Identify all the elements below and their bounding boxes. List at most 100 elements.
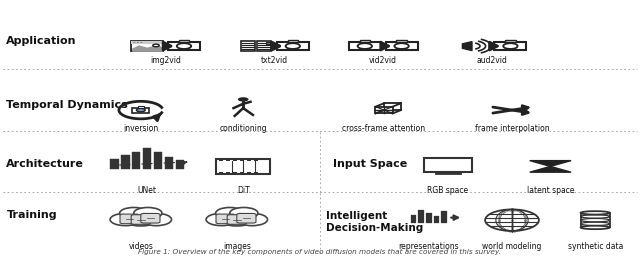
Polygon shape	[463, 42, 472, 51]
Bar	[241, 41, 255, 51]
Circle shape	[120, 207, 148, 219]
Text: vid2vid: vid2vid	[369, 56, 397, 65]
Text: Figure 1: Overview of the key components of video diffusion models that are cove: Figure 1: Overview of the key components…	[138, 249, 502, 255]
Bar	[254, 159, 259, 161]
Text: Architecture: Architecture	[6, 159, 84, 169]
Text: Temporal Dynamics: Temporal Dynamics	[6, 100, 128, 110]
Bar	[220, 172, 223, 174]
Ellipse shape	[580, 226, 610, 229]
Bar	[360, 40, 370, 42]
Bar	[216, 159, 270, 174]
Bar	[287, 40, 298, 42]
Bar	[111, 159, 119, 169]
Bar	[266, 42, 271, 44]
FancyBboxPatch shape	[277, 42, 309, 50]
Bar	[411, 215, 417, 223]
Bar	[138, 106, 144, 108]
Text: conditioning: conditioning	[220, 124, 267, 133]
Bar	[227, 172, 230, 174]
Circle shape	[238, 97, 248, 102]
Bar	[154, 152, 163, 169]
Circle shape	[120, 209, 162, 226]
Text: Application: Application	[6, 36, 77, 46]
Text: img2vid: img2vid	[150, 56, 181, 65]
Bar	[131, 41, 163, 44]
Polygon shape	[530, 161, 571, 166]
FancyBboxPatch shape	[131, 215, 150, 224]
Bar	[132, 108, 149, 113]
Circle shape	[141, 214, 172, 226]
Circle shape	[485, 209, 539, 231]
Circle shape	[216, 209, 258, 226]
FancyBboxPatch shape	[349, 42, 381, 50]
Circle shape	[153, 44, 159, 47]
Bar	[220, 159, 223, 161]
Bar	[384, 103, 401, 110]
Circle shape	[503, 43, 518, 49]
Text: inversion: inversion	[123, 124, 159, 133]
Text: synthetic data: synthetic data	[568, 242, 623, 251]
Text: cross-frame attention: cross-frame attention	[342, 124, 426, 133]
Text: images: images	[223, 242, 251, 251]
Circle shape	[394, 43, 409, 49]
Bar	[234, 172, 237, 174]
Text: txt2vid: txt2vid	[261, 56, 288, 65]
Bar	[434, 217, 440, 223]
Bar	[165, 156, 173, 169]
Circle shape	[230, 207, 258, 219]
Text: frame interpolation: frame interpolation	[475, 124, 549, 133]
Bar	[376, 107, 392, 113]
FancyBboxPatch shape	[227, 215, 246, 224]
Text: representations: representations	[399, 242, 459, 251]
Text: videos: videos	[129, 242, 153, 251]
Text: aud2vid: aud2vid	[477, 56, 508, 65]
Circle shape	[177, 43, 191, 49]
Bar	[257, 41, 271, 51]
Bar	[463, 44, 472, 48]
FancyBboxPatch shape	[494, 42, 526, 50]
Polygon shape	[133, 46, 163, 51]
Bar	[179, 40, 189, 42]
Bar	[234, 159, 237, 161]
Text: RGB space: RGB space	[428, 186, 468, 195]
Bar	[426, 213, 432, 223]
Text: Input Space: Input Space	[333, 159, 407, 169]
Bar	[122, 155, 130, 169]
Bar	[505, 40, 516, 42]
Circle shape	[110, 214, 141, 226]
Bar	[442, 211, 447, 223]
Bar	[396, 40, 407, 42]
Text: DiT: DiT	[237, 186, 250, 195]
Bar	[175, 160, 184, 169]
Bar	[247, 172, 252, 174]
Text: latent space: latent space	[527, 186, 574, 195]
Bar	[240, 159, 244, 161]
Bar	[419, 210, 424, 223]
FancyBboxPatch shape	[120, 214, 140, 224]
Bar	[424, 158, 472, 172]
Bar	[254, 172, 259, 174]
FancyBboxPatch shape	[141, 214, 160, 223]
Text: UNet: UNet	[138, 186, 157, 195]
Polygon shape	[530, 166, 571, 172]
Circle shape	[216, 207, 244, 219]
Ellipse shape	[580, 211, 610, 215]
Bar	[132, 152, 141, 169]
Bar	[143, 148, 152, 169]
Circle shape	[141, 42, 143, 43]
Circle shape	[137, 42, 139, 43]
Bar	[247, 159, 252, 161]
Bar	[240, 172, 244, 174]
Bar	[580, 213, 610, 228]
Circle shape	[237, 214, 268, 226]
FancyBboxPatch shape	[385, 42, 417, 50]
Circle shape	[206, 214, 237, 226]
Circle shape	[134, 207, 162, 219]
Text: Intelligent
Decision-Making: Intelligent Decision-Making	[326, 211, 424, 233]
Text: Training: Training	[6, 210, 57, 220]
Circle shape	[134, 42, 136, 43]
FancyBboxPatch shape	[168, 42, 200, 50]
Text: world modeling: world modeling	[483, 242, 541, 251]
FancyBboxPatch shape	[216, 214, 236, 224]
Bar	[227, 159, 230, 161]
